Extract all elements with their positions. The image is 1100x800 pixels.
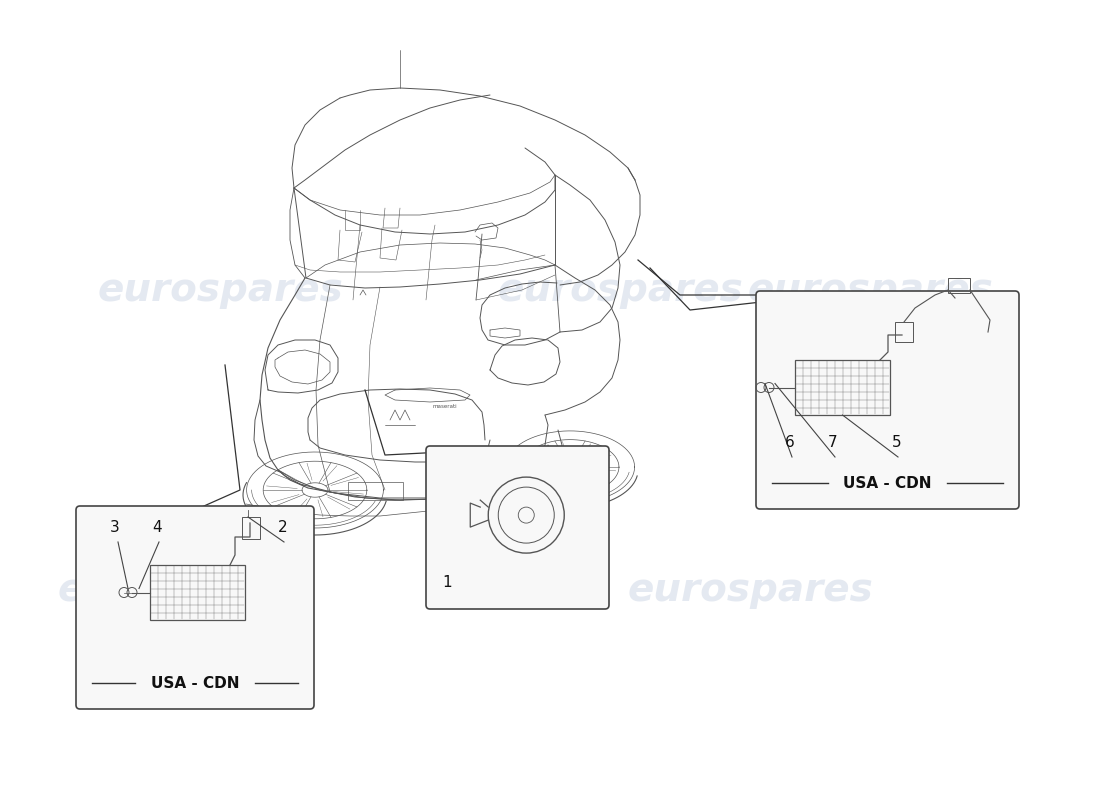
Text: 3: 3 [110,520,120,535]
Bar [348,482,403,500]
Text: eurospares: eurospares [497,271,742,309]
FancyBboxPatch shape [756,291,1019,509]
Text: 7: 7 [828,435,837,450]
Text: 5: 5 [892,435,902,450]
Text: 2: 2 [278,520,287,535]
Bar [795,360,890,415]
Text: maserati: maserati [432,405,458,410]
FancyBboxPatch shape [426,446,609,609]
FancyBboxPatch shape [76,506,314,709]
Text: 1: 1 [442,575,452,590]
Bar [895,322,913,342]
Text: USA - CDN: USA - CDN [151,675,240,690]
Bar [948,278,970,293]
Text: 4: 4 [152,520,162,535]
Text: eurospares: eurospares [97,271,343,309]
Text: eurospares: eurospares [627,571,873,609]
Bar [150,565,245,620]
Text: 6: 6 [785,435,794,450]
Text: eurospares: eurospares [747,271,993,309]
Text: USA - CDN: USA - CDN [844,475,932,490]
Bar [242,517,260,539]
Text: eurospares: eurospares [57,571,303,609]
